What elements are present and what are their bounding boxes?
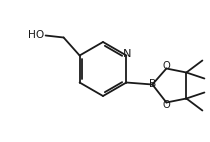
Text: B: B — [149, 79, 156, 88]
Text: HO: HO — [28, 30, 45, 39]
Text: O: O — [163, 60, 170, 70]
Text: O: O — [163, 101, 170, 110]
Text: N: N — [123, 49, 132, 59]
